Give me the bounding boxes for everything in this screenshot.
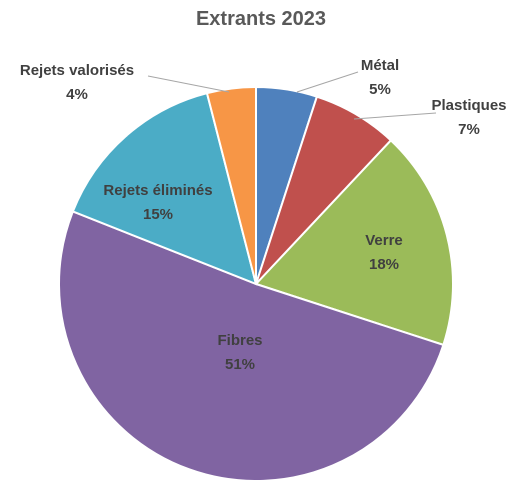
slice-label-m-tal: Métal bbox=[361, 57, 399, 74]
pie-slice-fibres bbox=[58, 210, 445, 480]
slice-value-verre: 18% bbox=[369, 256, 399, 273]
leader-line-rejets-valoris-s bbox=[147, 75, 230, 93]
slice-value-plastiques: 7% bbox=[458, 121, 480, 138]
slice-label-plastiques: Plastiques bbox=[431, 97, 506, 114]
leader-line-m-tal bbox=[296, 71, 359, 93]
pie-slice-rejets-valoris-s bbox=[205, 85, 257, 285]
pie-slice-rejets-limin-s bbox=[71, 91, 258, 286]
slice-label-verre: Verre bbox=[365, 232, 403, 249]
slice-value-m-tal: 5% bbox=[369, 81, 391, 98]
leader-line-plastiques bbox=[353, 112, 437, 120]
chart-title: Extrants 2023 bbox=[195, 8, 327, 30]
slice-label-rejets-valoris-s: Rejets valorisés bbox=[20, 62, 134, 79]
pie-slice-verre bbox=[254, 138, 454, 347]
slice-value-rejets-valoris-s: 4% bbox=[66, 86, 88, 103]
slice-value-rejets-limin-s: 15% bbox=[143, 206, 173, 223]
slice-value-fibres: 51% bbox=[225, 356, 255, 373]
slice-label-fibres: Fibres bbox=[217, 332, 262, 349]
slice-label-rejets-limin-s: Rejets éliminés bbox=[103, 182, 212, 199]
